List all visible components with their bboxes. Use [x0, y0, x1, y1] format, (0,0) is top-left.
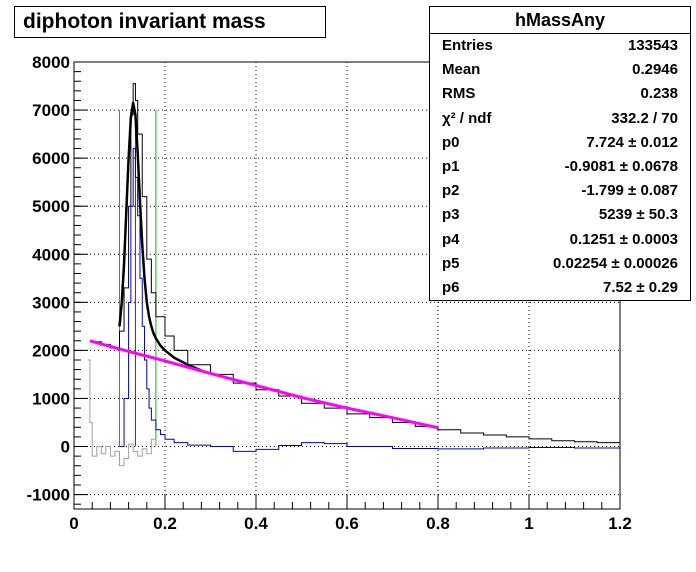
stat-row: p0 7.724 ± 0.012	[430, 131, 690, 155]
stats-rows: Entries 133543 Mean 0.2946 RMS 0.238 χ² / ndf 3…	[430, 34, 690, 300]
stat-row: χ² / ndf 332.2 / 70	[430, 107, 690, 131]
stats-box: hMassAny Entries 133543 Mean 0.2946 RMS 0.238…	[429, 6, 691, 301]
stat-row: p4 0.1251 ± 0.0003	[430, 228, 690, 252]
x-tick-label: 0.2	[153, 514, 177, 533]
chart-title: diphoton invariant mass	[14, 6, 326, 38]
stat-row: p5 0.02254 ± 0.00026	[430, 252, 690, 276]
y-tick-label: 2000	[32, 341, 70, 360]
histogram-000000	[92, 83, 620, 444]
y-tick-label: 8000	[32, 53, 70, 72]
stat-row: p1 -0.9081 ± 0.0678	[430, 155, 690, 179]
stat-label: p3	[442, 206, 460, 224]
stat-row: p2 -1.799 ± 0.087	[430, 179, 690, 203]
y-tick-label: 5000	[32, 197, 70, 216]
x-tick-label: 1.2	[608, 514, 632, 533]
stat-value: 0.02254 ± 0.00026	[552, 254, 678, 272]
stat-value: 7.52 ± 0.29	[603, 278, 678, 296]
stat-label: p2	[442, 182, 460, 200]
y-tick-label: 0	[61, 438, 70, 457]
stat-row: Mean 0.2946	[430, 58, 690, 82]
stat-label: Mean	[442, 61, 481, 79]
y-tick-label: 3000	[32, 293, 70, 312]
stat-label: χ² / ndf	[442, 109, 492, 127]
stat-value: 0.1251 ± 0.0003	[569, 230, 678, 248]
stat-value: 5239 ± 50.3	[598, 206, 678, 224]
stats-title: hMassAny	[430, 7, 690, 34]
stat-row: Entries 133543	[430, 34, 690, 58]
stat-value: -1.799 ± 0.087	[581, 182, 678, 200]
stat-label: p0	[442, 133, 460, 151]
stat-row: RMS 0.238	[430, 82, 690, 106]
background-curve	[89, 339, 439, 430]
stat-value: 332.2 / 70	[611, 109, 678, 127]
x-tick-label: 0.6	[335, 514, 359, 533]
x-tick-label: 0.4	[244, 514, 268, 533]
stat-value: 0.2946	[632, 61, 678, 79]
stat-value: -0.9081 ± 0.0678	[564, 157, 678, 175]
stat-label: p6	[442, 278, 460, 296]
y-tick-label: 1000	[32, 389, 70, 408]
stat-value: 7.724 ± 0.012	[586, 133, 678, 151]
y-tick-label: -1000	[27, 486, 70, 505]
stat-label: p5	[442, 254, 460, 272]
histogram-0000c0	[119, 148, 621, 452]
stat-label: RMS	[442, 85, 476, 103]
x-tick-label: 0	[69, 514, 78, 533]
stat-label: p1	[442, 157, 460, 175]
stat-row: p3 5239 ± 50.3	[430, 203, 690, 227]
histogram-a0a0a0	[87, 359, 157, 467]
y-tick-label: 6000	[32, 149, 70, 168]
y-tick-label: 4000	[32, 245, 70, 264]
x-tick-label: 1	[524, 514, 533, 533]
stat-label: p4	[442, 230, 460, 248]
stat-label: Entries	[442, 37, 493, 54]
y-tick-label: 7000	[32, 101, 70, 120]
x-tick-label: 0.8	[426, 514, 450, 533]
stat-value: 0.238	[640, 85, 678, 103]
fit-curve	[118, 101, 202, 372]
stat-value: 133543	[627, 37, 678, 54]
stat-row: p6 7.52 ± 0.29	[430, 276, 690, 300]
